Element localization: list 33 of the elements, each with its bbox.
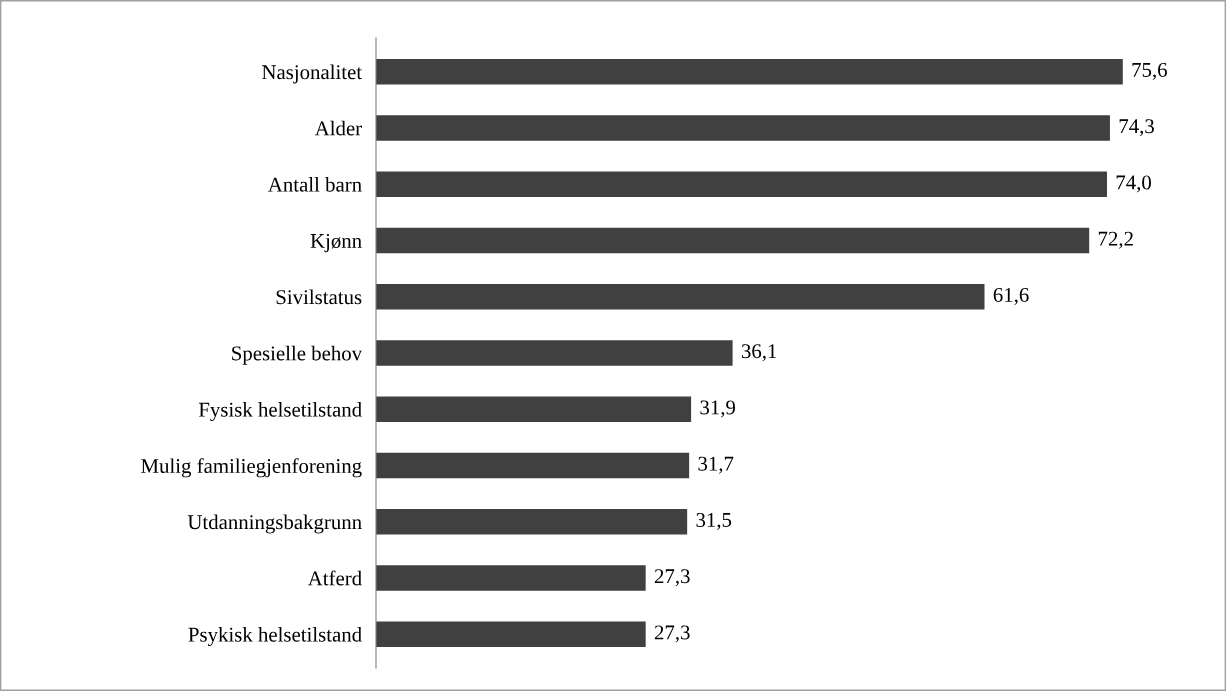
bar <box>376 115 1110 141</box>
data-label: 31,5 <box>696 512 732 530</box>
bar <box>376 59 1123 85</box>
y-tick-label: Psykisk helsetilstand <box>188 627 362 646</box>
data-label: 27,3 <box>654 569 690 587</box>
y-tick-label: Atferd <box>307 570 362 586</box>
data-label: 75,6 <box>1132 62 1167 80</box>
bar <box>376 227 1090 254</box>
data-label: 74,3 <box>1119 119 1154 137</box>
data-label: 31,7 <box>698 456 734 474</box>
y-tick-label: Utdanningsbakgrunn <box>187 514 362 534</box>
bar <box>376 340 733 366</box>
y-tick-label: Antall barn <box>268 177 362 192</box>
bar <box>376 509 688 535</box>
data-label: 31,9 <box>700 400 736 418</box>
bar <box>376 171 1107 197</box>
bar <box>376 565 646 591</box>
y-tick-label: Mulig familiegjenforening <box>141 458 362 478</box>
y-tick-label: Kjønn <box>310 233 362 253</box>
data-label: 72,2 <box>1098 231 1133 249</box>
y-tick-label: Spesielle behov <box>232 345 363 365</box>
y-tick-label: Sivilstatus <box>276 289 362 305</box>
data-label: 74,0 <box>1116 175 1151 193</box>
data-label: 61,6 <box>993 287 1029 305</box>
bar <box>376 621 646 647</box>
y-tick-label: Fysisk helsetilstand <box>198 402 362 421</box>
y-tick-label: Nasjonalitet <box>262 64 362 84</box>
data-label: 27,3 <box>654 625 690 643</box>
bar <box>376 396 692 422</box>
data-label: 36,1 <box>741 344 777 362</box>
y-tick-label: Alder <box>314 120 362 136</box>
bar <box>376 284 985 310</box>
bar <box>376 452 690 479</box>
